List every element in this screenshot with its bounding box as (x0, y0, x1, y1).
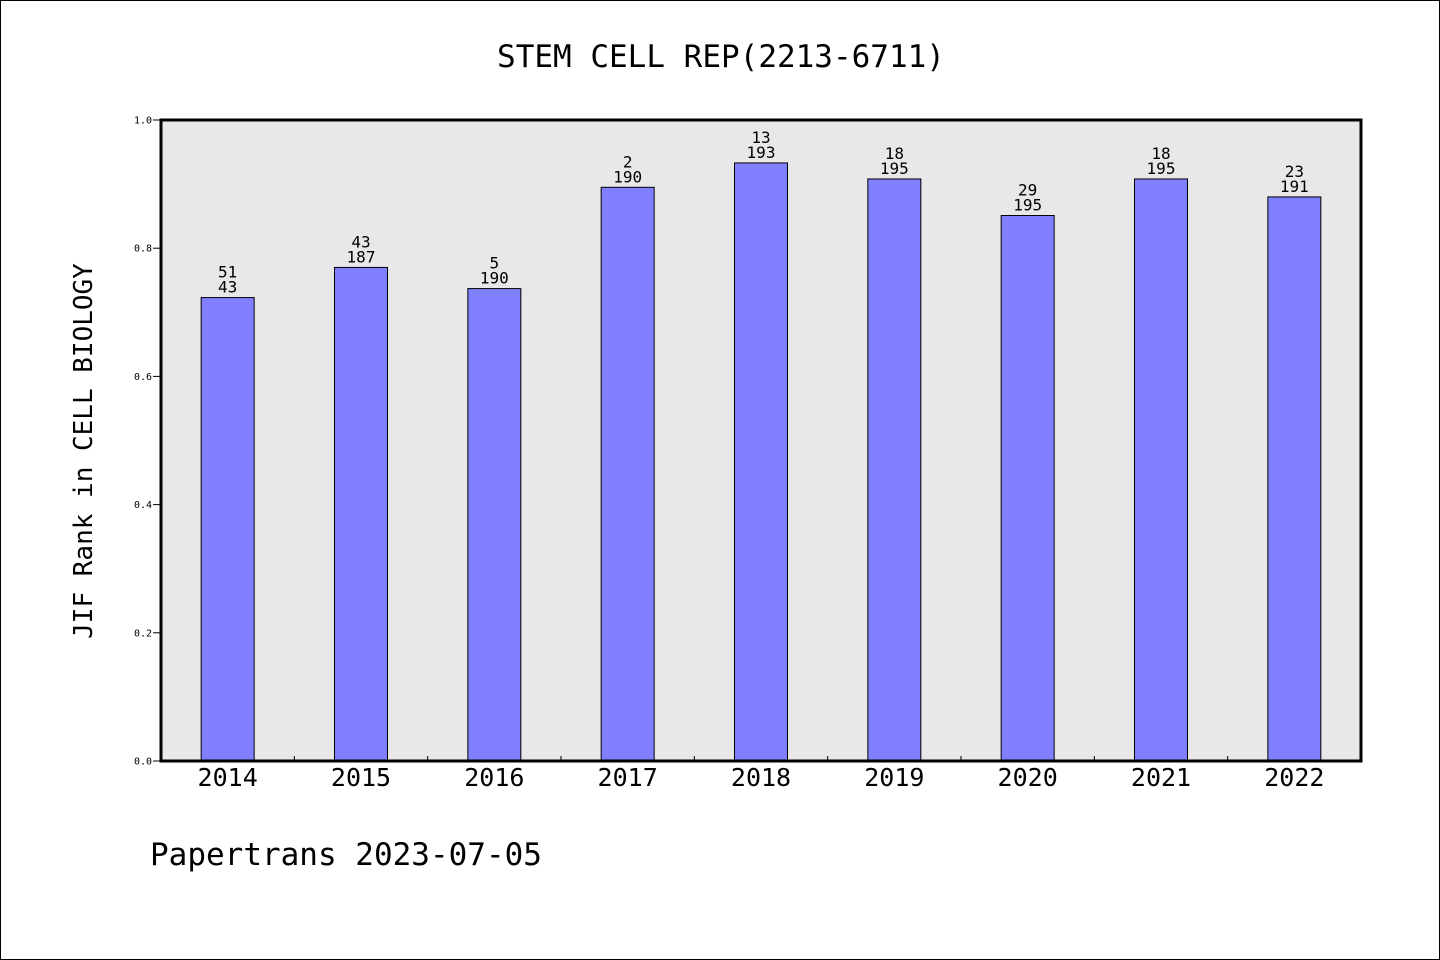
bar-rank-label: 2 (623, 152, 633, 171)
x-tick-label: 2018 (731, 763, 791, 792)
y-tick-label: 0.8 (134, 244, 152, 255)
y-tick-label: 0.6 (134, 372, 152, 383)
bar-rank-label: 5 (490, 254, 500, 273)
bar-total-label: 195 (1147, 159, 1176, 178)
bar-total-label: 190 (613, 167, 642, 186)
bar-rank-label: 51 (218, 263, 237, 282)
chart-title: STEM CELL REP(2213-6711) (497, 39, 945, 75)
x-tick-label: 2014 (198, 763, 258, 792)
footer-text: Papertrans 2023-07-05 (150, 837, 542, 873)
x-tick-label: 2016 (464, 763, 524, 792)
x-tick-label: 2021 (1131, 763, 1191, 792)
x-tick-label: 2017 (598, 763, 658, 792)
bar-rank-label: 23 (1285, 162, 1304, 181)
bar-2020 (1000, 215, 1055, 762)
x-tick-label: 2022 (1264, 763, 1324, 792)
bar-rank-label: 18 (885, 144, 904, 163)
bar-total-label: 191 (1280, 177, 1309, 196)
x-tick-label: 2015 (331, 763, 391, 792)
bar-2015 (334, 266, 388, 762)
bar-total-label: 43 (218, 278, 237, 297)
bar-rank-label: 13 (751, 128, 770, 147)
y-tick-label: 1.0 (134, 116, 152, 127)
bars-group (200, 162, 1322, 762)
bar-total-label: 190 (480, 269, 509, 288)
x-tick-label: 2020 (998, 763, 1058, 792)
x-axis-ticks: 2014 2015 2016 2017 2018 2019 2020 2021 2022 (198, 756, 1324, 792)
bar-2017 (600, 186, 655, 762)
bar-total-label: 187 (347, 247, 376, 266)
bar-total-label: 195 (880, 159, 909, 178)
bar-2022 (1267, 196, 1322, 762)
bar-2016 (467, 288, 522, 762)
x-tick-label: 2019 (864, 763, 924, 792)
y-axis-ticks: 0.0 0.2 0.4 0.6 0.8 1.0 (134, 116, 161, 768)
bar-rank-label: 29 (1018, 181, 1037, 200)
bar-2014 (200, 297, 255, 762)
y-tick-label: 0.0 (134, 757, 152, 768)
bar-2018 (734, 162, 788, 762)
y-axis-label: JIF Rank in CELL BIOLOGY (69, 263, 99, 639)
bar-total-label: 193 (747, 143, 776, 162)
bar-total-label: 195 (1013, 196, 1042, 215)
plot-border (159, 118, 1363, 763)
bar-2021 (1134, 178, 1188, 762)
bar-rank-label: 43 (351, 232, 370, 251)
y-tick-label: 0.4 (134, 500, 152, 511)
y-tick-label: 0.2 (134, 628, 152, 639)
bar-2019 (867, 178, 922, 762)
bar-rank-label: 18 (1151, 144, 1170, 163)
